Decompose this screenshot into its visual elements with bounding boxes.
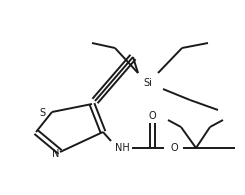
Text: Si: Si [144,78,152,88]
Text: NH: NH [115,143,129,153]
Text: S: S [39,108,45,118]
Text: O: O [170,143,178,153]
Text: N: N [52,149,60,159]
Text: O: O [148,111,156,121]
